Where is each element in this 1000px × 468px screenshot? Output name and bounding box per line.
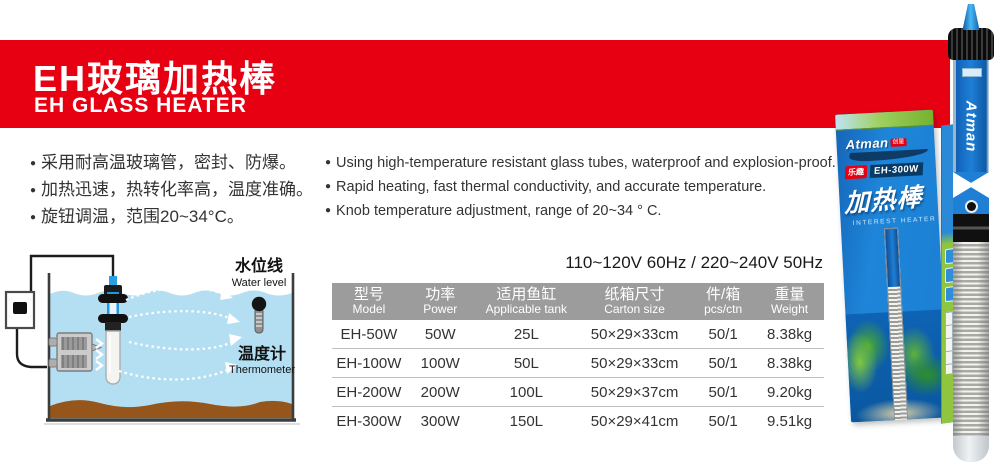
- cell-model: EH-50W: [332, 320, 406, 349]
- box-model-label: EH-300W: [869, 162, 923, 179]
- heater-dial-dot: [964, 199, 978, 213]
- heat-flow-arrows: [118, 286, 234, 381]
- cell-power: 200W: [405, 377, 475, 407]
- cell-weight: 8.38kg: [755, 348, 824, 378]
- heater-cap: [948, 28, 994, 60]
- heater-coil: [953, 242, 989, 436]
- col-header-tank: 适用鱼缸 Applicable tank: [474, 283, 578, 320]
- cell-weight: 8.38kg: [755, 320, 824, 349]
- water-level-label-cn: 水位线: [235, 256, 283, 275]
- page-title-en: EH GLASS HEATER: [34, 94, 247, 117]
- heater-label-sticker: [962, 68, 982, 77]
- power-cord-lower: [15, 328, 47, 369]
- heater-in-tank: [98, 276, 128, 385]
- page-title-cn: EH玻璃加热棒: [33, 58, 278, 99]
- heater-dial: [953, 198, 989, 214]
- cell-tank: 25L: [474, 320, 578, 349]
- box-heater-picture-label: [885, 228, 901, 288]
- heater-product: Atman: [948, 4, 994, 466]
- cell-tank: 150L: [509, 412, 544, 430]
- voltage-spec: 110~120V 60Hz / 220~240V 50Hz: [565, 253, 823, 272]
- heater-black-band: [953, 214, 989, 242]
- feature-cn-item: 加热迅速，热转化率高，温度准确。: [30, 177, 320, 204]
- tank-walls: [47, 273, 295, 419]
- heater-tube: Atman: [953, 60, 989, 462]
- spec-table: 型号 Model 功率 Power 适用鱼缸 Applicable tank 纸箱尺寸…: [332, 283, 824, 435]
- fun-badge: 乐趣: [844, 165, 868, 180]
- heat-flow-arrowheads: [220, 289, 242, 374]
- feature-cn-item: 采用耐高温玻璃管，密封、防爆。: [30, 150, 320, 177]
- cell-pcs: 50/1: [691, 377, 756, 407]
- cell-carton: 50×29×33cm: [577, 348, 692, 378]
- heater-brand-text: Atman: [962, 100, 980, 153]
- plug-icon: [13, 302, 27, 314]
- brand-logo: Atman: [845, 135, 889, 153]
- cell-carton: 50×29×37cm: [577, 377, 692, 407]
- cell-model: EH-300W: [336, 412, 402, 430]
- flow-chevrons: [95, 338, 104, 371]
- cell-power: 50W: [405, 320, 475, 349]
- thermometer-label-en: Thermometer: [229, 364, 295, 376]
- aquarium-diagram: 水位线 Water level 温度计 Thermometer: [4, 254, 300, 425]
- col-header-pcs: 件/箱 pcs/ctn: [691, 283, 756, 320]
- product-box-front: Atman 创星 乐趣 EH-300W 加热棒 INTEREST HEATER: [835, 109, 949, 423]
- cell-pcs: 50/1: [691, 320, 756, 349]
- col-header-carton: 纸箱尺寸 Carton size: [577, 283, 692, 320]
- feature-en-item: Rapid heating, fast thermal conductivity…: [325, 175, 845, 199]
- box-lid: [835, 109, 934, 131]
- water-level-label-en: Water level: [232, 277, 287, 289]
- feature-cn-item: 旋钮调温，范围20~34°C。: [30, 204, 320, 231]
- box-title: 加热棒: [844, 183, 923, 219]
- table-row: EH-100W 100W 50L 50×29×33cm 50/1 8.38kg: [332, 348, 824, 378]
- heater-glass-bottom: [953, 436, 989, 462]
- thermometer-label-cn: 温度计: [237, 344, 286, 363]
- feature-list-en: Using high-temperature resistant glass t…: [325, 151, 845, 223]
- power-cord: [29, 254, 115, 292]
- table-row: EH-200W 200W 100L 50×29×37cm 50/1 9.20kg: [332, 377, 824, 407]
- title-banner: EH玻璃加热棒 EH GLASS HEATER: [0, 40, 950, 128]
- table-row: EH-300W 300W 150L 50×29×41cm 50/1 9.51kg: [332, 407, 824, 436]
- cell-weight: 9.51kg: [767, 412, 813, 430]
- heater-label-x-mark: [953, 172, 989, 198]
- substrate: [50, 400, 292, 418]
- cell-model: EH-200W: [332, 377, 406, 407]
- cell-pcs: 50/1: [708, 412, 738, 430]
- cell-pcs: 50/1: [691, 348, 756, 378]
- thermometer-icon: [251, 296, 267, 334]
- col-header-power: 功率 Power: [405, 283, 475, 320]
- cell-model: EH-100W: [332, 348, 406, 378]
- heater-label: Atman: [953, 60, 989, 172]
- feature-en-item: Knob temperature adjustment, range of 20…: [325, 199, 845, 223]
- cell-power: 100W: [405, 348, 475, 378]
- col-header-weight: 重量 Weight: [755, 283, 824, 320]
- filter-pump: [48, 332, 103, 372]
- cell-tank: 100L: [474, 377, 578, 407]
- feature-list-cn: 采用耐高温玻璃管，密封、防爆。 加热迅速，热转化率高，温度准确。 旋钮调温，范围…: [30, 150, 320, 231]
- cell-carton: 50×29×33cm: [577, 320, 692, 349]
- spec-table-header-row: 型号 Model 功率 Power 适用鱼缸 Applicable tank 纸箱尺寸…: [332, 283, 824, 320]
- cell-carton: 50×29×41cm: [590, 412, 679, 430]
- brand-sub-logo: 创星: [890, 137, 907, 147]
- heater-adjust-knob: [962, 4, 980, 30]
- cell-power: 300W: [420, 412, 460, 430]
- product-photo: Atman 创星 乐趣 EH-300W 加热棒 INTEREST HEATER: [835, 0, 1000, 468]
- cell-tank: 50L: [474, 348, 578, 378]
- col-header-model: 型号 Model: [332, 283, 406, 320]
- table-row: EH-50W 50W 25L 50×29×33cm 50/1 8.38kg: [332, 320, 824, 349]
- feature-en-item: Using high-temperature resistant glass t…: [325, 151, 845, 175]
- cell-weight: 9.20kg: [755, 377, 824, 407]
